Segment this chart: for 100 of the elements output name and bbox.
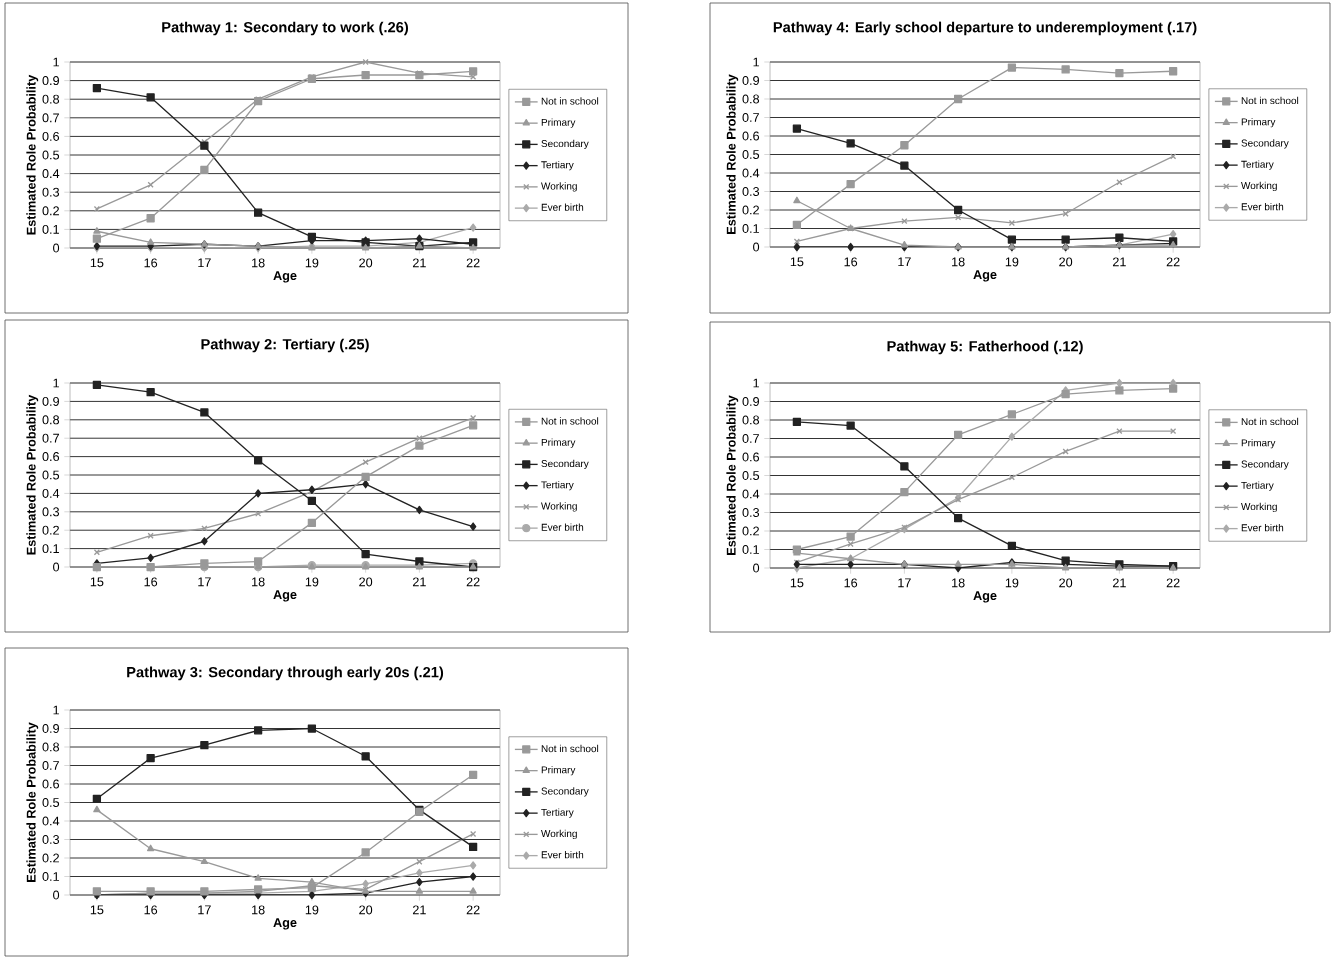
chart-title: Pathway 1: Secondary to work (.26) bbox=[162, 21, 409, 36]
legend-label: Working bbox=[1241, 181, 1277, 192]
x-tick-label: 21 bbox=[412, 258, 426, 268]
y-tick-label: 0.4 bbox=[742, 489, 760, 499]
x-tick-label: 22 bbox=[466, 577, 480, 587]
y-tick-label: 0.7 bbox=[742, 113, 759, 122]
x-tick-label: 17 bbox=[898, 578, 911, 588]
y-tick-label: 0.9 bbox=[742, 76, 760, 85]
legend-label: Secondary bbox=[541, 139, 589, 150]
y-tick-label: 1 bbox=[753, 378, 759, 388]
y-tick-label: 0.2 bbox=[742, 205, 759, 215]
chart-title: Pathway 5: Fatherhood (.12) bbox=[887, 340, 1083, 355]
x-tick-label: 18 bbox=[252, 258, 265, 268]
x-tick-label: 18 bbox=[252, 577, 265, 587]
x-axis-title: Age bbox=[273, 918, 297, 930]
x-tick-label: 18 bbox=[952, 257, 965, 267]
y-tick-label: 0 bbox=[53, 890, 60, 900]
x-axis-title: Age bbox=[273, 590, 297, 602]
legend-label: Secondary bbox=[541, 787, 589, 797]
legend-label: Not in school bbox=[1241, 96, 1299, 105]
x-tick-label: 19 bbox=[1005, 257, 1019, 267]
legend-label: Tertiary bbox=[1241, 481, 1274, 491]
y-tick-label: 1 bbox=[753, 57, 759, 67]
legend-label: Primary bbox=[541, 118, 576, 128]
y-tick-label: 0 bbox=[753, 563, 760, 573]
legend-label: Not in school bbox=[541, 744, 599, 753]
y-axis-title: Estimated Role Probability bbox=[26, 722, 39, 882]
legend-label: Tertiary bbox=[541, 161, 574, 171]
y-tick-label: 0.5 bbox=[42, 470, 60, 480]
legend-label: Not in school bbox=[541, 97, 599, 105]
y-tick-label: 0.7 bbox=[742, 434, 759, 443]
y-tick-label: 0.7 bbox=[42, 761, 59, 770]
x-tick-label: 21 bbox=[412, 905, 426, 915]
x-tick-label: 18 bbox=[952, 578, 965, 588]
x-tick-label: 15 bbox=[90, 905, 104, 915]
legend-label: Primary bbox=[1241, 439, 1276, 449]
x-tick-label: 19 bbox=[305, 577, 319, 587]
y-tick-label: 0.9 bbox=[42, 396, 59, 406]
x-tick-label: 17 bbox=[198, 905, 211, 915]
y-tick-label: 0.2 bbox=[742, 526, 759, 536]
y-tick-label: 1 bbox=[53, 378, 59, 388]
chart-title: Pathway 4: Early school departure to underemployment (.17) bbox=[773, 21, 1197, 36]
y-tick-label: 0.5 bbox=[42, 798, 60, 807]
legend-label: Ever birth bbox=[1241, 203, 1284, 211]
x-axis-title: Age bbox=[273, 271, 297, 283]
y-tick-label: 0 bbox=[53, 243, 60, 253]
x-tick-label: 20 bbox=[1059, 257, 1073, 267]
legend-label: Working bbox=[1241, 502, 1277, 513]
y-tick-label: 0.5 bbox=[742, 150, 760, 159]
x-tick-label: 19 bbox=[1005, 578, 1019, 588]
y-tick-label: 0.6 bbox=[42, 779, 60, 789]
legend-label: Working bbox=[541, 182, 577, 192]
y-tick-label: 0.9 bbox=[42, 724, 59, 733]
legend-label: Working bbox=[541, 502, 577, 512]
y-axis-title: Estimated Role Probability bbox=[26, 74, 39, 235]
y-tick-label: 1 bbox=[53, 57, 59, 67]
x-tick-label: 15 bbox=[790, 257, 804, 267]
y-tick-label: 0.3 bbox=[742, 508, 760, 517]
y-tick-label: 0.6 bbox=[42, 452, 60, 462]
y-tick-label: 0.8 bbox=[42, 415, 60, 425]
legend-label: Primary bbox=[1241, 118, 1276, 128]
x-tick-label: 19 bbox=[305, 905, 319, 915]
legend-label: Tertiary bbox=[1241, 160, 1274, 170]
x-tick-label: 16 bbox=[844, 257, 858, 267]
x-axis-title: Age bbox=[973, 270, 997, 282]
x-tick-label: 20 bbox=[359, 905, 373, 915]
x-tick-label: 17 bbox=[198, 577, 211, 587]
x-tick-label: 15 bbox=[790, 578, 804, 588]
y-tick-label: 0.8 bbox=[42, 742, 60, 752]
y-tick-label: 0.3 bbox=[742, 187, 760, 196]
y-axis-title: Estimated Role Probability bbox=[26, 394, 39, 555]
y-tick-label: 0.9 bbox=[42, 76, 59, 86]
y-tick-label: 0.4 bbox=[42, 169, 60, 179]
x-tick-label: 19 bbox=[305, 258, 319, 268]
x-tick-label: 21 bbox=[412, 577, 426, 587]
legend-label: Secondary bbox=[1241, 139, 1289, 149]
legend-label: Ever birth bbox=[541, 851, 584, 859]
x-tick-label: 16 bbox=[144, 577, 158, 587]
x-tick-label: 20 bbox=[359, 577, 373, 587]
y-tick-label: 0.1 bbox=[742, 545, 759, 554]
y-tick-label: 0.2 bbox=[42, 853, 59, 863]
y-axis-title: Estimated Role Probability bbox=[726, 74, 739, 234]
legend-label: Tertiary bbox=[541, 481, 574, 491]
y-tick-label: 0.6 bbox=[742, 452, 760, 462]
y-tick-label: 0 bbox=[753, 242, 760, 252]
x-tick-label: 17 bbox=[198, 258, 211, 268]
y-tick-label: 0.8 bbox=[742, 94, 760, 104]
x-tick-label: 22 bbox=[466, 905, 480, 915]
legend-label: Working bbox=[541, 829, 577, 840]
legend-label: Secondary bbox=[541, 459, 589, 470]
y-tick-label: 0.4 bbox=[742, 168, 760, 178]
y-tick-label: 1 bbox=[53, 705, 59, 715]
x-tick-label: 22 bbox=[466, 258, 480, 268]
y-tick-label: 0.7 bbox=[42, 113, 59, 123]
legend-label: Primary bbox=[541, 438, 576, 448]
x-tick-label: 22 bbox=[1166, 578, 1180, 588]
y-tick-label: 0.6 bbox=[42, 131, 60, 141]
x-tick-label: 15 bbox=[90, 258, 104, 268]
legend-label: Not in school bbox=[1241, 417, 1299, 426]
x-tick-label: 21 bbox=[1112, 257, 1126, 267]
